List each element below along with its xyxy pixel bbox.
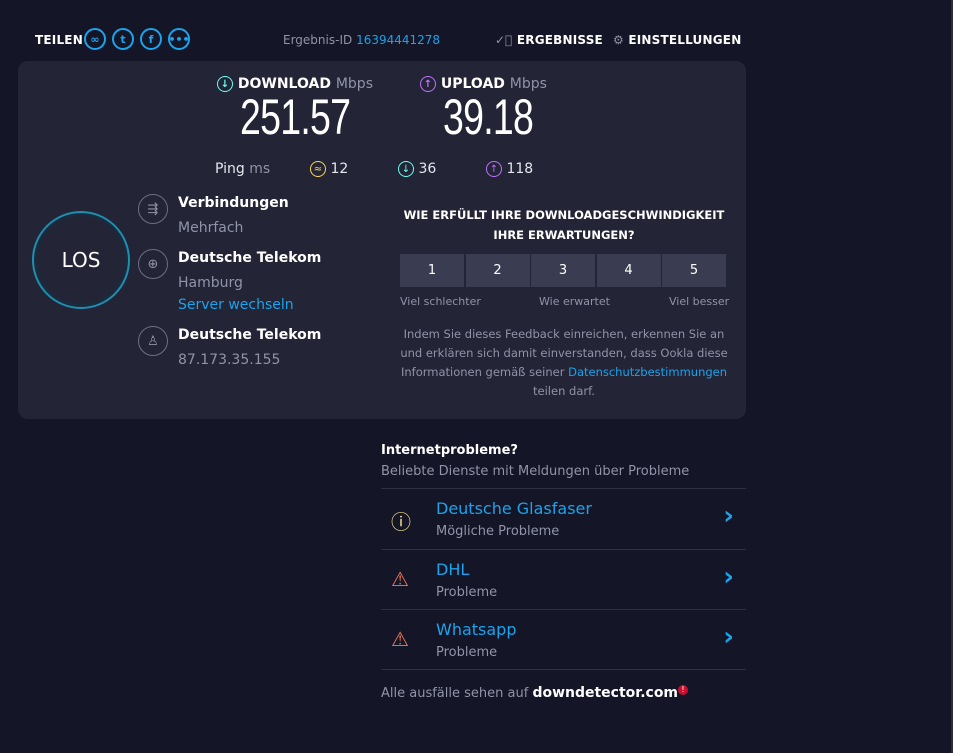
result-id: Ergebnis-ID 16394441278	[283, 33, 441, 47]
server-location: Hamburg	[178, 275, 243, 291]
download-value: 251.57	[240, 89, 351, 145]
privacy-link[interactable]: Datenschutzbestimmungen	[568, 365, 728, 379]
info-icon: ⓘ	[391, 510, 411, 534]
upload-label: ↑ UPLOAD Mbps	[420, 76, 547, 92]
survey-disclaimer: Indem Sie dieses Feedback einreichen, er…	[400, 327, 728, 398]
chevron-right-icon: ›	[723, 622, 734, 652]
settings-button[interactable]: ⚙ EINSTELLUNGEN	[613, 33, 742, 47]
check-icon: ✓⃝	[495, 33, 513, 47]
problems-title: Internetprobleme?	[381, 443, 518, 458]
go-button[interactable]: LOS	[32, 211, 130, 309]
twitter-icon[interactable]: t	[112, 28, 134, 50]
result-card	[18, 61, 746, 419]
link-icon[interactable]: ∞	[84, 28, 106, 50]
user-icon: ♙	[138, 326, 168, 356]
ping-icon: ≈	[310, 161, 326, 177]
provider-name: Deutsche Telekom	[178, 327, 322, 343]
server-name: Deutsche Telekom	[178, 250, 322, 266]
alert-icon: !	[678, 685, 689, 695]
downdetector-footer: Alle ausfälle sehen auf downdetector.com…	[381, 685, 689, 701]
ping-label: Ping ms	[215, 161, 271, 177]
rating-high-label: Viel besser	[669, 295, 730, 308]
ip-address: 87.173.35.155	[178, 352, 281, 368]
problems-subtitle: Beliebte Dienste mit Meldungen über Prob…	[381, 464, 690, 479]
result-id-link[interactable]: 16394441278	[356, 33, 441, 47]
connections-icon: ⇶	[138, 194, 168, 224]
ping-download: ↓ 36	[398, 161, 436, 177]
problem-row[interactable]: ⚠ Whatsapp Probleme ›	[381, 609, 746, 670]
downdetector-link[interactable]: downdetector.com	[532, 685, 679, 701]
rating-3[interactable]: 3	[531, 254, 595, 287]
problem-row[interactable]: ⚠ DHL Probleme ›	[381, 549, 746, 610]
rating-1[interactable]: 1	[400, 254, 464, 287]
results-button[interactable]: ✓⃝ ERGEBNISSE	[495, 33, 603, 47]
warning-icon: ⚠	[391, 627, 409, 651]
upload-icon: ↑	[420, 76, 436, 92]
rating-2[interactable]: 2	[465, 254, 530, 287]
rating-low-label: Viel schlechter	[400, 295, 481, 308]
download-icon: ↓	[398, 161, 414, 177]
connections-value[interactable]: Mehrfach	[178, 220, 244, 236]
more-icon[interactable]: •••	[168, 28, 190, 50]
survey-question: WIE ERFÜLLT IHRE DOWNLOADGESCHWINDIGKEIT…	[403, 208, 725, 242]
globe-icon: ⊕	[138, 249, 168, 279]
rating-mid-label: Wie erwartet	[539, 295, 610, 308]
gear-icon: ⚙	[613, 33, 624, 47]
facebook-icon[interactable]: f	[140, 28, 162, 50]
upload-value: 39.18	[443, 89, 534, 145]
rating-5[interactable]: 5	[662, 254, 726, 287]
warning-icon: ⚠	[391, 567, 409, 591]
upload-icon: ↑	[486, 161, 502, 177]
download-label: ↓ DOWNLOAD Mbps	[217, 76, 373, 92]
download-icon: ↓	[217, 76, 233, 92]
ping-upload: ↑ 118	[486, 161, 533, 177]
chevron-right-icon: ›	[723, 562, 734, 592]
rating-4[interactable]: 4	[596, 254, 661, 287]
chevron-right-icon: ›	[723, 501, 734, 531]
change-server-link[interactable]: Server wechseln	[178, 297, 294, 313]
rating-scale: 1 2 3 4 5	[400, 254, 728, 287]
ping-idle: ≈ 12	[310, 161, 348, 177]
connections-label: Verbindungen	[178, 195, 289, 211]
share-label: TEILEN	[35, 33, 83, 47]
problem-row[interactable]: ⓘ Deutsche Glasfaser Mögliche Probleme ›	[381, 488, 746, 549]
